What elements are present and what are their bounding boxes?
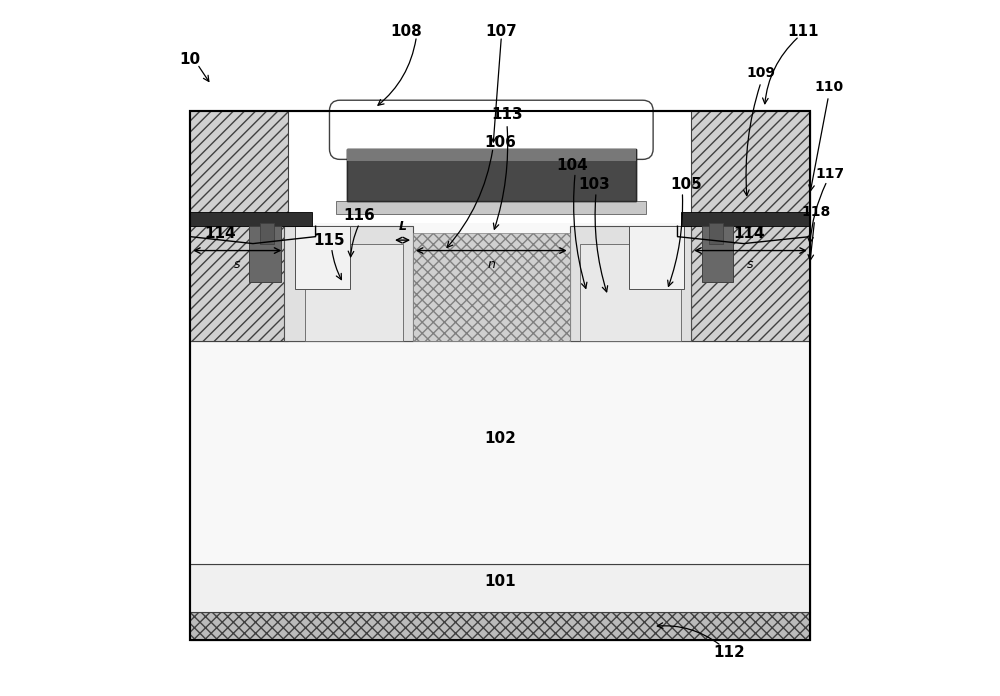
Text: L: L (399, 220, 407, 233)
Bar (190, 341, 810, 564)
Text: 109: 109 (746, 66, 776, 80)
Text: 113: 113 (491, 107, 523, 122)
FancyBboxPatch shape (329, 100, 653, 159)
Bar (190, 111, 288, 341)
Bar (709, 223, 723, 244)
Text: 111: 111 (787, 24, 819, 39)
Text: 101: 101 (484, 574, 516, 589)
Bar (190, 564, 810, 612)
Bar (284, 226, 413, 341)
Text: 102: 102 (484, 431, 516, 446)
Bar (190, 223, 810, 341)
Bar (347, 149, 636, 161)
Bar (681, 212, 810, 226)
Bar (249, 226, 281, 282)
Text: 112: 112 (714, 645, 746, 661)
Text: 10: 10 (180, 52, 201, 67)
Bar (260, 223, 274, 244)
Bar (190, 111, 810, 640)
Text: n: n (488, 258, 496, 271)
Bar (190, 111, 810, 640)
Bar (190, 212, 312, 226)
Text: 106: 106 (484, 135, 516, 150)
Bar (347, 149, 636, 161)
Text: 116: 116 (344, 208, 375, 223)
Text: 105: 105 (671, 177, 702, 192)
Text: 115: 115 (314, 232, 345, 248)
Bar (629, 226, 684, 289)
Text: s: s (747, 258, 754, 271)
Text: 117: 117 (815, 167, 844, 181)
Bar (295, 226, 350, 289)
Text: 114: 114 (733, 226, 765, 241)
Text: 103: 103 (578, 177, 610, 192)
Bar (190, 612, 810, 640)
Bar (413, 233, 570, 341)
Bar (570, 226, 691, 341)
Text: 104: 104 (557, 158, 588, 173)
Text: 110: 110 (814, 80, 843, 94)
Bar (305, 244, 403, 341)
Bar (691, 111, 810, 341)
Text: 118: 118 (801, 205, 831, 219)
Bar (702, 226, 733, 282)
Bar (347, 149, 636, 201)
Text: s: s (234, 258, 240, 271)
Text: 107: 107 (486, 24, 517, 39)
Bar (580, 244, 681, 341)
Text: 108: 108 (390, 24, 422, 39)
Bar (336, 201, 646, 214)
Bar (347, 149, 636, 201)
Text: 114: 114 (204, 226, 236, 241)
